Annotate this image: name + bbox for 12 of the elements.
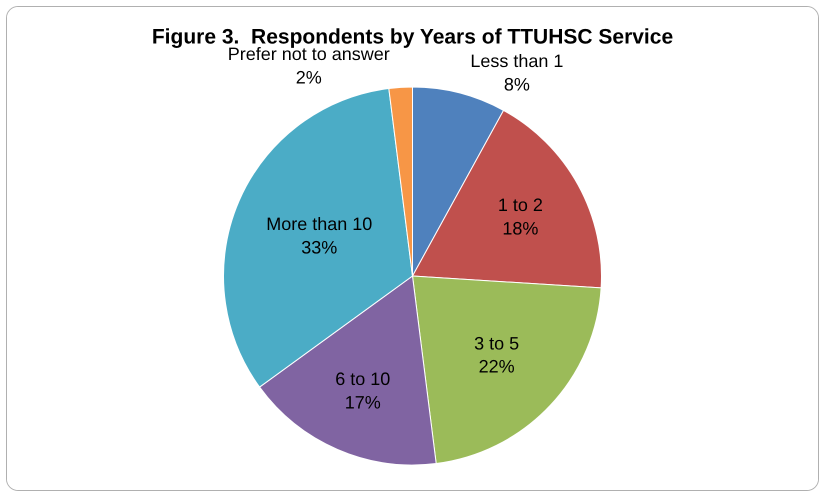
data-label: 17% [344, 392, 381, 413]
data-label: 8% [504, 74, 530, 94]
slice-label: 3 to 5 [474, 333, 520, 354]
slice-label: More than 10 [266, 214, 372, 234]
data-label: 22% [478, 356, 515, 377]
slice-label: Less than 1 [470, 50, 564, 71]
chart-title: Figure 3. Respondents by Years of TTUHSC Service [152, 25, 674, 48]
slice-label: 1 to 2 [498, 195, 543, 216]
data-label: 18% [502, 218, 538, 238]
data-label: 33% [301, 237, 338, 258]
slice-label: 6 to 10 [335, 369, 390, 390]
data-label: 2% [296, 67, 322, 88]
